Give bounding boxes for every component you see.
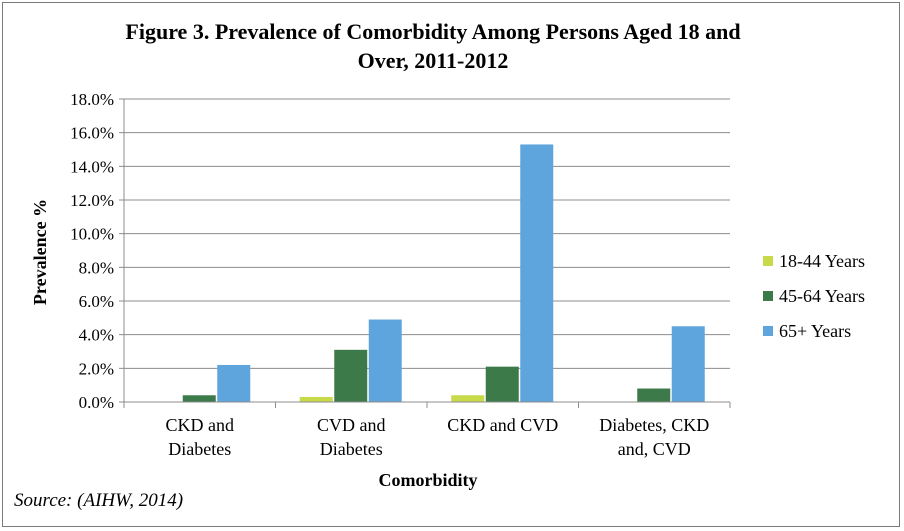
x-tick-label: Diabetes [168,439,231,459]
x-tick-label: CKD and CVD [447,415,558,435]
x-tick-label: CVD and [317,415,386,435]
y-tick-label: 0.0% [79,393,114,412]
bar-45-64-years [182,395,216,402]
bar-45-64-years [637,388,671,402]
axes [123,99,731,408]
chart-title: Figure 3. Prevalence of Comorbidity Amon… [63,17,803,75]
legend-label: 18-44 Years [779,251,865,271]
legend-swatch [763,291,773,301]
bar-65-years [520,144,554,402]
legend-label: 65+ Years [779,321,851,341]
y-tick-label: 18.0% [70,90,114,109]
y-tick-label: 2.0% [79,359,114,378]
y-tick-label: 8.0% [79,258,114,277]
y-tick-label: 14.0% [70,157,114,176]
bar-18-44-years [451,395,485,402]
legend-swatch [763,326,773,336]
bar-65-years [671,326,705,402]
y-tick-labels: 0.0% 2.0% 4.0% 6.0% 8.0% 10.0% 12.0% 14.0% 16.0%… [70,90,114,412]
y-tick-label: 16.0% [70,124,114,143]
y-tick-label: 10.0% [70,225,114,244]
y-tick-label: 6.0% [79,292,114,311]
legend-label: 45-64 Years [779,286,865,306]
chart-title-line-2: Over, 2011-2012 [357,48,509,73]
bar-65-years [368,319,402,402]
bar-18-44-years [299,396,333,402]
y-tick-label: 4.0% [79,326,114,345]
y-tick-label: 12.0% [70,191,114,210]
bar-45-64-years [334,349,368,402]
x-tick-labels: CKD and Diabetes CVD and Diabetes CKD and CV… [166,415,710,459]
y-axis-title: Prevalence % [30,199,50,305]
x-axis-title: Comorbidity [379,470,478,490]
x-tick-label: Diabetes [320,439,383,459]
legend-swatch [763,256,773,266]
x-tick-label: CKD and [166,415,235,435]
bar-45-64-years [485,366,519,402]
x-tick-label: Diabetes, CKD [599,415,709,435]
legend: 18-44 Years 45-64 Years 65+ Years [763,251,865,341]
x-tick-label: and, CVD [618,439,691,459]
grid-lines [119,98,730,403]
chart-title-line-1: Figure 3. Prevalence of Comorbidity Amon… [125,19,741,44]
source-note: Source: (AIHW, 2014) [14,490,184,511]
bar-65-years [217,364,251,402]
bars [182,144,705,402]
